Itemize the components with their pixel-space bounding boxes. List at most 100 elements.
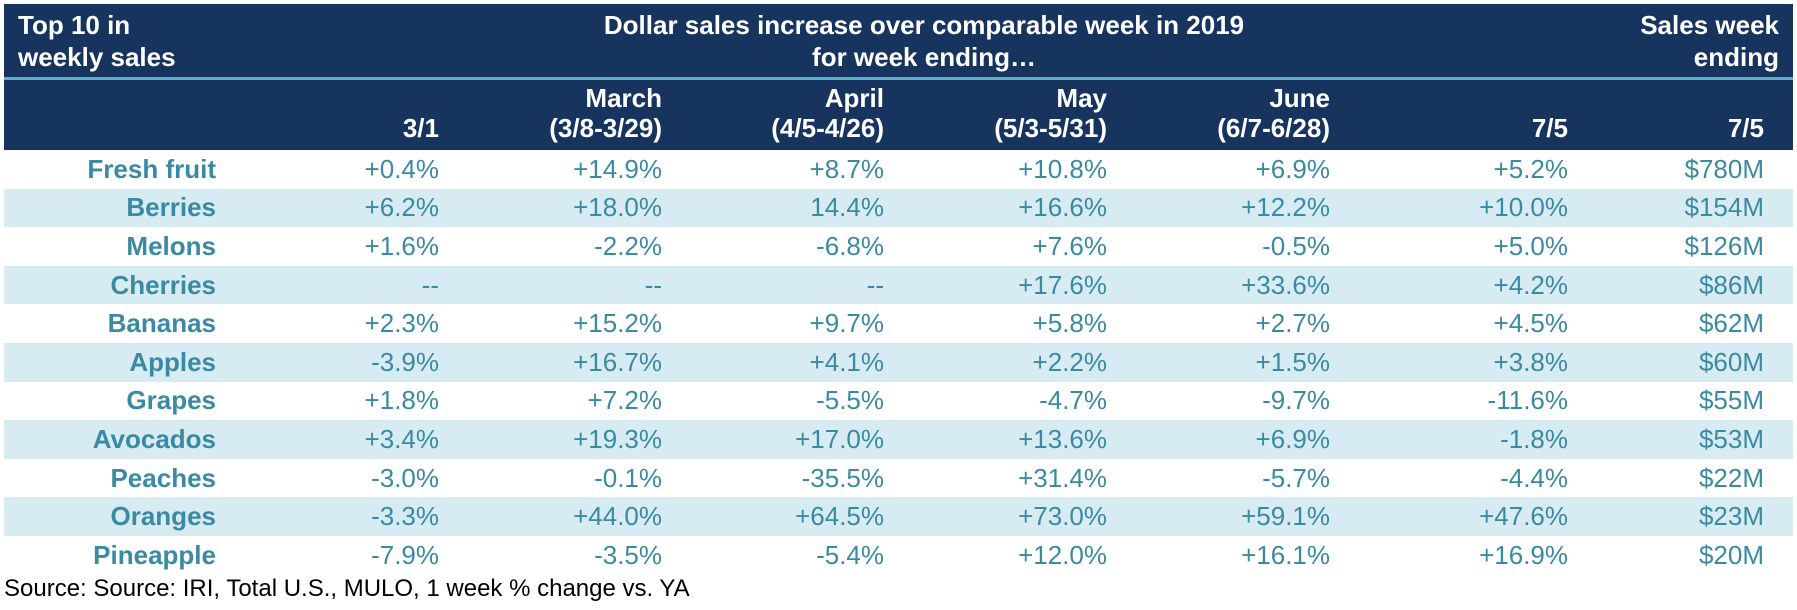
column-header: April (4/5-4/26) — [662, 80, 884, 150]
table-cell: -0.5% — [1262, 230, 1330, 261]
table-cell: +64.5% — [795, 501, 884, 532]
table-cell: +16.9% — [1479, 539, 1568, 570]
table-cell: +19.3% — [573, 423, 662, 454]
table-cell: +15.2% — [573, 308, 662, 339]
table-cell: +3.8% — [1493, 346, 1568, 377]
table-cell: $780M — [1684, 153, 1765, 184]
table-cell: +5.2% — [1493, 153, 1568, 184]
table-cell: -- — [421, 269, 439, 300]
table-cell: +18.0% — [573, 192, 662, 223]
column-header-line1 — [1568, 83, 1764, 113]
table-cell: +12.0% — [1018, 539, 1107, 570]
table-cell: +33.6% — [1241, 269, 1330, 300]
table-cell: -9.7% — [1262, 385, 1330, 416]
row-label: Bananas — [107, 308, 216, 339]
row-label: Grapes — [126, 385, 216, 416]
table-cell: +5.0% — [1493, 230, 1568, 261]
table-cell: $86M — [1698, 269, 1764, 300]
table-row: Grapes +1.8% +7.2% -5.5% -4.7% -9.7% -11.6% $55… — [4, 382, 1793, 421]
table-cell: +6.2% — [364, 192, 439, 223]
row-label: Oranges — [110, 501, 217, 532]
table-cell: +4.2% — [1493, 269, 1568, 300]
table-cell: +6.9% — [1255, 423, 1330, 454]
column-header-line1 — [216, 83, 439, 113]
table-body: Fresh fruit +0.4% +14.9% +8.7% +10.8% +6.9% +5… — [4, 150, 1793, 575]
header-left: Top 10 in weekly sales — [18, 9, 318, 73]
column-header-line1: May — [1056, 83, 1107, 113]
column-header: 3/1 — [216, 80, 439, 150]
table-cell: +59.1% — [1241, 501, 1330, 532]
header-right-line1: Sales week — [1640, 10, 1779, 40]
table-cell: +73.0% — [1018, 501, 1107, 532]
header-right-line2: ending — [1693, 42, 1779, 72]
table-cell: +1.6% — [364, 230, 439, 261]
table-row: Berries +6.2% +18.0% 14.4% +16.6% +12.2% +10.0… — [4, 188, 1793, 228]
table-cell: +8.7% — [809, 153, 884, 184]
table-cell: $126M — [1684, 230, 1765, 261]
table-row: Cherries -- -- -- +17.6% +33.6% +4.2% $86M — [4, 265, 1793, 305]
column-header: March (3/8-3/29) — [439, 80, 662, 150]
header-center-line2: for week ending… — [812, 42, 1036, 72]
table-cell: $154M — [1684, 192, 1765, 223]
column-header-line1: April — [824, 83, 884, 113]
table-cell: +47.6% — [1479, 501, 1568, 532]
table-cell: -0.1% — [594, 462, 662, 493]
table-cell: $55M — [1698, 385, 1764, 416]
table-cell: -3.3% — [371, 501, 439, 532]
table-cell: +16.6% — [1018, 192, 1107, 223]
column-header-line1 — [1330, 83, 1568, 113]
table-cell: -3.0% — [371, 462, 439, 493]
column-header: 7/5 — [1568, 80, 1778, 150]
table-cell: $62M — [1698, 308, 1764, 339]
table-row: Fresh fruit +0.4% +14.9% +8.7% +10.8% +6.9% +5… — [4, 150, 1793, 189]
column-header: June (6/7-6/28) — [1107, 80, 1330, 150]
table-cell: -35.5% — [801, 462, 884, 493]
table-cell: -7.9% — [371, 539, 439, 570]
table-cell: +2.3% — [364, 308, 439, 339]
table-cell: +3.4% — [364, 423, 439, 454]
table-cell: $23M — [1698, 501, 1764, 532]
column-header-line2: 7/5 — [1531, 113, 1568, 143]
source-note: Source: Source: IRI, Total U.S., MULO, 1… — [4, 575, 690, 602]
row-label: Melons — [126, 230, 216, 261]
header-left-line1: Top 10 in — [18, 10, 131, 40]
header-left-line2: weekly sales — [18, 42, 176, 72]
table-cell: +16.1% — [1241, 539, 1330, 570]
table-cell: +14.9% — [573, 153, 662, 184]
table-cell: +44.0% — [573, 501, 662, 532]
row-label: Peaches — [110, 462, 216, 493]
table-cell: +1.8% — [364, 385, 439, 416]
column-header-line1: March — [585, 83, 662, 113]
table-row: Bananas +2.3% +15.2% +9.7% +5.8% +2.7% +4.5% $6… — [4, 304, 1793, 343]
table-cell: -5.5% — [816, 385, 884, 416]
row-label: Avocados — [92, 423, 216, 454]
table-cell: +2.2% — [1032, 346, 1107, 377]
table-cell: +7.6% — [1032, 230, 1107, 261]
table-cell: -6.8% — [816, 230, 884, 261]
column-header-line2: (4/5-4/26) — [771, 113, 884, 143]
table-cell: +9.7% — [809, 308, 884, 339]
column-header-line2: (6/7-6/28) — [1217, 113, 1330, 143]
table-header-top: Top 10 in weekly sales Dollar sales incr… — [4, 4, 1793, 80]
table-cell: +17.6% — [1018, 269, 1107, 300]
table-cell: +2.7% — [1255, 308, 1330, 339]
table-row: Pineapple -7.9% -3.5% -5.4% +12.0% +16.1% +16.… — [4, 536, 1793, 575]
column-header-line1: June — [1269, 83, 1330, 113]
table-cell: 14.4% — [810, 192, 884, 223]
table-row: Apples -3.9% +16.7% +4.1% +2.2% +1.5% +3.8% $60… — [4, 342, 1793, 382]
row-label: Apples — [129, 346, 216, 377]
table-cell: -2.2% — [594, 230, 662, 261]
table-cell: -5.7% — [1262, 462, 1330, 493]
column-header-line2: (3/8-3/29) — [549, 113, 662, 143]
column-header-line2: 3/1 — [402, 113, 439, 143]
table-cell: -- — [644, 269, 662, 300]
table-cell: +4.5% — [1493, 308, 1568, 339]
table-cell: -4.4% — [1500, 462, 1568, 493]
table-row: Melons +1.6% -2.2% -6.8% +7.6% -0.5% +5.0% $126… — [4, 227, 1793, 266]
table-row: Peaches -3.0% -0.1% -35.5% +31.4% -5.7% -4.4% $… — [4, 459, 1793, 498]
column-header-line2: 7/5 — [1727, 113, 1764, 143]
table-cell: +7.2% — [587, 385, 662, 416]
table-cell: +1.5% — [1255, 346, 1330, 377]
table-cell: +10.0% — [1479, 192, 1568, 223]
column-headers: 3/1 March (3/8-3/29) April (4/5-4/26) May (5/3… — [4, 80, 1793, 150]
